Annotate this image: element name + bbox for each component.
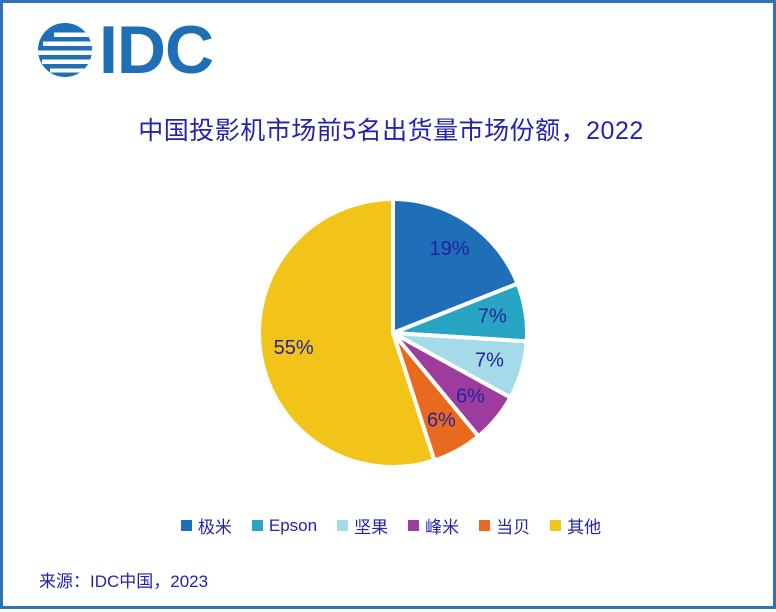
pie-slice-3 bbox=[391, 331, 513, 439]
legend-item-3: 峰米 bbox=[408, 513, 459, 538]
legend-swatch-icon bbox=[337, 520, 349, 531]
legend-swatch-icon bbox=[408, 520, 420, 531]
pie-slice-4 bbox=[391, 331, 481, 463]
pie-slice-0 bbox=[391, 197, 520, 335]
legend-item-4: 当贝 bbox=[479, 513, 530, 538]
legend-label: 其他 bbox=[567, 518, 602, 537]
idc-logo: IDC bbox=[38, 12, 214, 88]
legend-label: 当贝 bbox=[496, 518, 531, 537]
legend-label: 坚果 bbox=[354, 518, 389, 537]
pie-data-label-4: 6% bbox=[427, 409, 456, 431]
legend-swatch-icon bbox=[479, 520, 491, 531]
pie-data-label-5: 55% bbox=[274, 337, 314, 359]
pie-slice-2 bbox=[391, 331, 529, 400]
idc-globe-icon bbox=[38, 23, 92, 77]
pie-data-label-2: 7% bbox=[475, 349, 504, 371]
chart-title: 中国投影机市场前5名出货量市场份额，2022 bbox=[138, 117, 644, 145]
legend-swatch-icon bbox=[180, 520, 192, 531]
pie-slice-1 bbox=[391, 281, 530, 344]
legend-item-0: 极米 bbox=[180, 513, 232, 538]
legend-item-2: 坚果 bbox=[337, 513, 388, 538]
pie-slice-5 bbox=[257, 197, 437, 469]
legend-label: 极米 bbox=[197, 518, 232, 537]
legend-swatch-icon bbox=[251, 520, 263, 531]
legend-item-1: Epson bbox=[251, 515, 318, 536]
legend-label: 峰米 bbox=[425, 518, 460, 537]
source-note: 来源：IDC中国，2023 bbox=[39, 572, 209, 591]
pie-data-label-3: 6% bbox=[456, 385, 485, 407]
legend-swatch-icon bbox=[550, 520, 562, 531]
pie-data-label-0: 19% bbox=[429, 238, 469, 260]
pie-data-label-1: 7% bbox=[478, 306, 507, 328]
chart-legend: 极米 Epson 坚果 峰米 当贝 其他 bbox=[3, 513, 776, 538]
legend-item-5: 其他 bbox=[550, 513, 601, 538]
idc-logo-text: IDC bbox=[99, 12, 214, 88]
legend-label: Epson bbox=[268, 515, 318, 535]
